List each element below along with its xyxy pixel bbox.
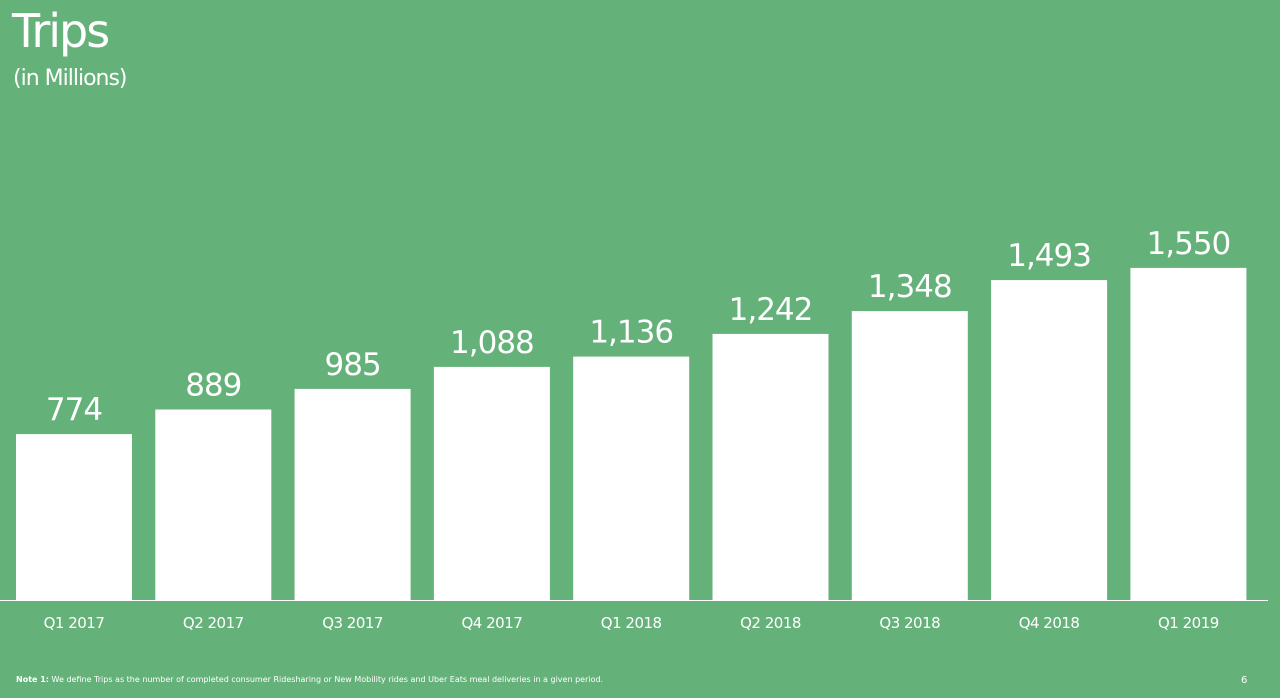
category-label-q1-2019: Q1 2019: [1158, 614, 1219, 632]
category-label-q2-2018: Q2 2018: [740, 614, 801, 632]
category-label-q3-2017: Q3 2017: [322, 614, 383, 632]
bar-q2-2017: [155, 409, 272, 600]
value-label-q3-2017: 985: [325, 347, 381, 383]
category-label-q3-2018: Q3 2018: [879, 614, 940, 632]
category-labels-group: Q1 2017 Q2 2017 Q3 2017 Q4 2017 Q1 2018 Q2 20…: [44, 614, 1220, 632]
value-label-q2-2017: 889: [185, 368, 241, 404]
bar-q4-2017: [433, 366, 550, 600]
bar-q4-2018: [991, 280, 1108, 600]
bar-q2-2018: [712, 333, 829, 600]
footnote-text: We define Trips as the number of complet…: [51, 675, 604, 684]
bar-q3-2018: [851, 311, 968, 600]
value-label-q1-2018: 1,136: [589, 315, 673, 351]
category-label-q1-2017: Q1 2017: [44, 614, 105, 632]
footnote-label: Note 1:: [16, 675, 49, 684]
bars-group: [16, 267, 1247, 600]
value-label-q4-2017: 1,088: [450, 325, 534, 361]
value-label-q1-2017: 774: [46, 392, 102, 428]
value-label-q4-2018: 1,493: [1007, 238, 1091, 274]
category-label-q4-2017: Q4 2017: [462, 614, 523, 632]
category-label-q2-2017: Q2 2017: [183, 614, 244, 632]
page-number: 6: [1241, 675, 1248, 686]
value-labels-group: 774 889 985 1,088 1,136 1,242 1,348 1,493 1,550: [46, 226, 1231, 428]
value-label-q2-2018: 1,242: [729, 292, 813, 328]
bar-q3-2017: [294, 388, 411, 600]
chart-title: Trips: [12, 4, 110, 58]
bar-q1-2017: [16, 434, 132, 600]
category-label-q4-2018: Q4 2018: [1019, 614, 1080, 632]
value-label-q3-2018: 1,348: [868, 269, 952, 305]
category-label-q1-2018: Q1 2018: [601, 614, 662, 632]
chart-subtitle: (in Millions): [13, 66, 128, 91]
bar-q1-2019: [1130, 267, 1247, 600]
footnote: Note 1: We define Trips as the number of…: [16, 676, 603, 684]
bar-q1-2018: [573, 356, 690, 600]
value-label-q1-2019: 1,550: [1147, 226, 1231, 262]
